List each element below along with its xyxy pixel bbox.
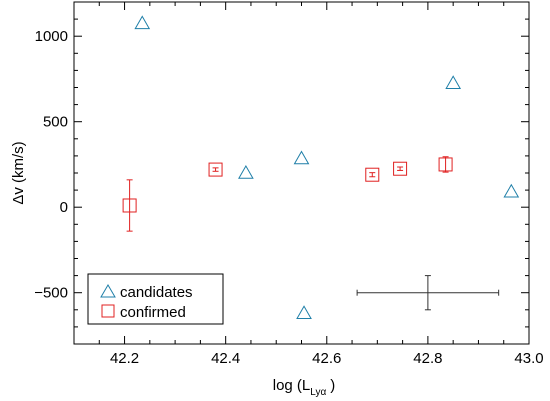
data-point-confirmed xyxy=(365,167,380,182)
data-markers xyxy=(122,15,520,319)
data-point-candidate xyxy=(293,150,310,165)
y-tick-label: −500 xyxy=(34,285,68,302)
x-tick-label: 42.4 xyxy=(211,350,240,367)
legend-square-icon xyxy=(101,304,115,318)
data-point-confirmed xyxy=(393,161,408,176)
legend-box xyxy=(87,273,224,325)
data-point-candidate xyxy=(296,305,312,319)
data-point-confirmed xyxy=(208,162,223,177)
x-tick-label: 43.0 xyxy=(514,350,543,367)
data-point-confirmed xyxy=(122,198,137,213)
x-tick-label: 42.6 xyxy=(312,350,341,367)
y-axis-label: Δv (km/s) xyxy=(10,141,27,204)
x-tick-label: 42.2 xyxy=(110,350,139,367)
x-axis-label-subscript: Lyα xyxy=(310,387,326,398)
legend-label-confirmed: confirmed xyxy=(120,304,186,321)
x-axis-label-suffix: ) xyxy=(330,377,335,394)
legend: candidates confirmed xyxy=(87,273,224,325)
x-axis-label-prefix: log (L xyxy=(273,377,311,394)
x-tick-labels: 42.2 42.4 42.6 42.8 43.0 xyxy=(110,350,544,367)
data-point-candidate xyxy=(134,15,151,30)
representative-error-bar xyxy=(356,275,500,311)
axis-ticks xyxy=(73,1,530,345)
legend-triangle-icon xyxy=(100,284,116,298)
data-point-candidate xyxy=(238,164,254,179)
data-point-candidate xyxy=(445,75,462,89)
y-tick-labels: −500 0 500 1000 xyxy=(34,28,68,302)
y-tick-label: 0 xyxy=(60,199,68,216)
y-tick-label: 500 xyxy=(43,114,68,131)
data-point-candidate xyxy=(503,183,520,198)
x-tick-label: 42.8 xyxy=(413,350,442,367)
legend-label-candidates: candidates xyxy=(120,284,193,301)
y-tick-label: 1000 xyxy=(35,28,68,45)
data-point-confirmed xyxy=(438,157,453,172)
x-axis-label: log (LLyα) xyxy=(273,377,336,398)
